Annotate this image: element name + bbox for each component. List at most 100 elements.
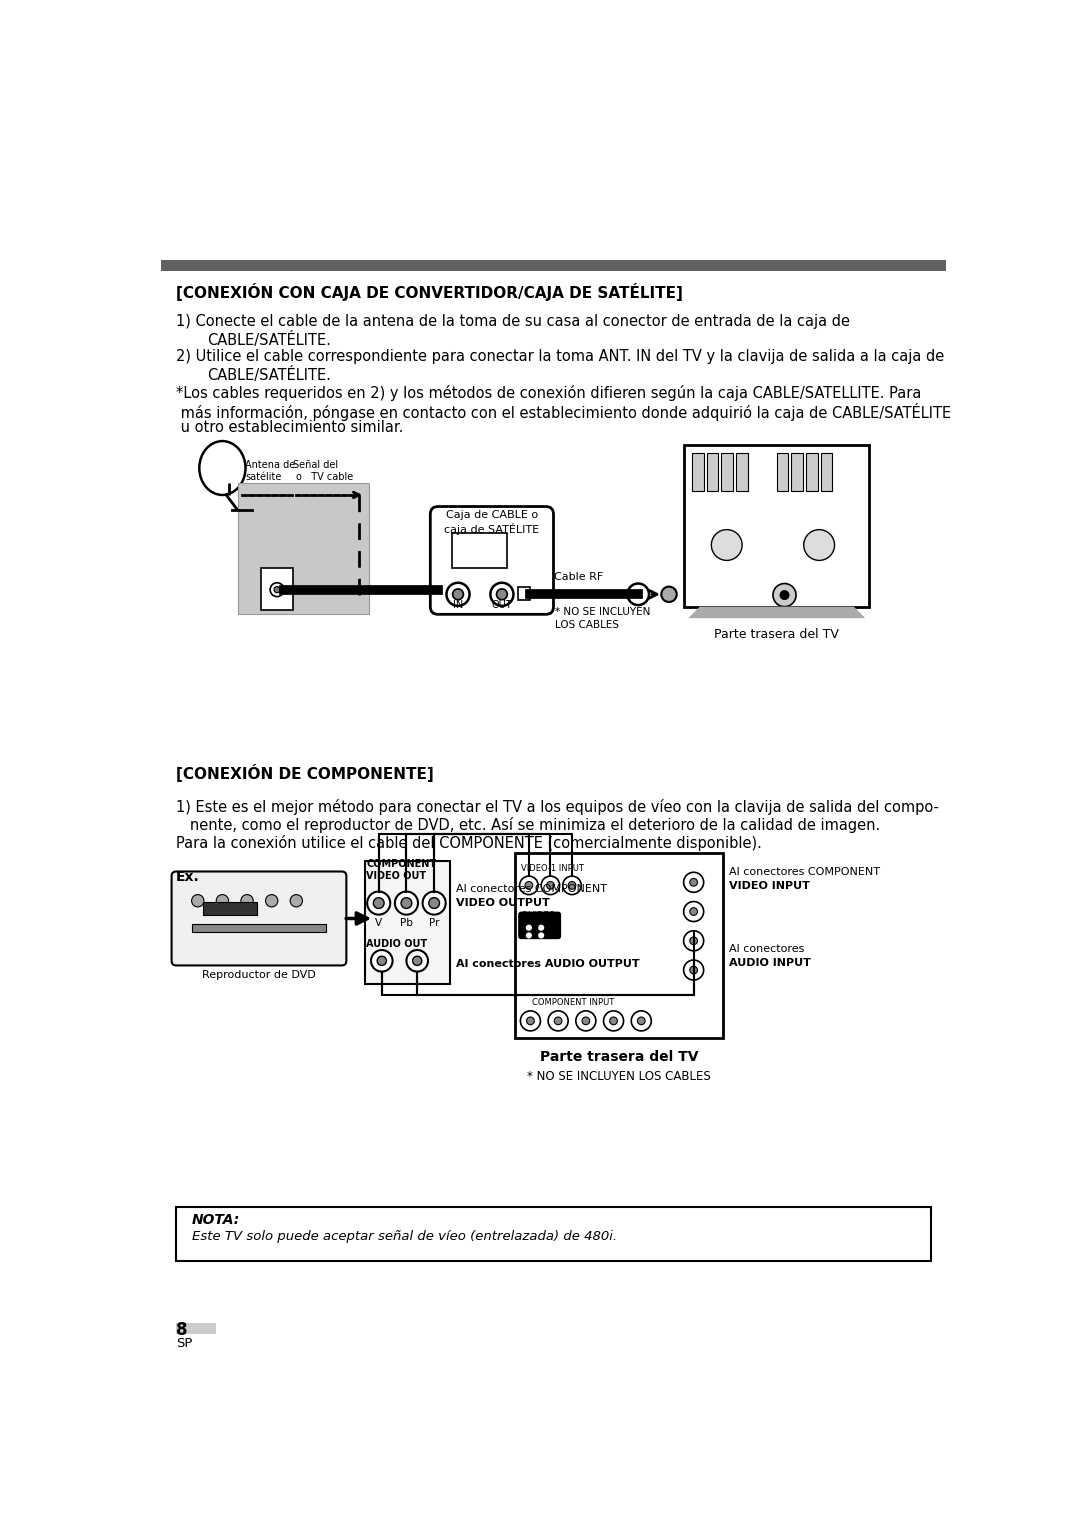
Circle shape: [270, 583, 284, 597]
FancyBboxPatch shape: [172, 871, 347, 966]
Circle shape: [690, 908, 698, 916]
Bar: [735, 453, 747, 491]
Text: VIDEO OUTPUT: VIDEO OUTPUT: [456, 897, 550, 908]
Circle shape: [684, 873, 704, 893]
Bar: [191, 923, 326, 931]
Circle shape: [541, 876, 559, 894]
Circle shape: [712, 530, 742, 560]
Circle shape: [549, 1010, 568, 1032]
Circle shape: [690, 937, 698, 945]
Circle shape: [367, 891, 390, 914]
Ellipse shape: [200, 441, 245, 494]
Bar: [161, 259, 946, 272]
Bar: [792, 453, 802, 491]
Text: CABLE/SATÉLITE.: CABLE/SATÉLITE.: [207, 368, 330, 383]
Text: u otro establecimiento similar.: u otro establecimiento similar.: [176, 420, 404, 435]
Bar: [451, 533, 508, 568]
Circle shape: [684, 931, 704, 951]
Circle shape: [406, 951, 428, 972]
Text: nente, como el reproductor de DVD, etc. Así se minimiza el deterioro de la calid: nente, como el reproductor de DVD, etc. …: [176, 816, 880, 833]
Circle shape: [538, 925, 544, 931]
Text: más información, póngase en contacto con el establecimiento donde adquirió la ca: más información, póngase en contacto con…: [176, 403, 951, 421]
Circle shape: [374, 897, 384, 908]
Circle shape: [582, 1016, 590, 1025]
Circle shape: [773, 583, 796, 607]
Circle shape: [526, 932, 532, 938]
Bar: [515, 853, 723, 1038]
Text: AUDIO INPUT: AUDIO INPUT: [729, 958, 811, 967]
Circle shape: [637, 1016, 645, 1025]
Text: Cable RF: Cable RF: [554, 572, 603, 581]
Text: * NO SE INCLUYEN: * NO SE INCLUYEN: [555, 607, 650, 617]
FancyBboxPatch shape: [430, 507, 554, 615]
Text: NOTA:: NOTA:: [191, 1213, 240, 1227]
Bar: [518, 588, 529, 600]
Bar: [176, 1207, 931, 1260]
Circle shape: [291, 894, 302, 906]
Circle shape: [684, 902, 704, 922]
Text: Reproductor de DVD: Reproductor de DVD: [202, 971, 315, 980]
Text: [CONEXIÓN DE COMPONENTE]: [CONEXIÓN DE COMPONENTE]: [176, 765, 434, 783]
Text: Este TV solo puede aceptar señal de víeo (entrelazada) de 480i.: Este TV solo puede aceptar señal de víeo…: [191, 1230, 617, 1244]
Text: Parte trasera del TV: Parte trasera del TV: [540, 1050, 698, 1064]
Text: Al conectores: Al conectores: [729, 945, 805, 954]
Text: 2) Utilice el cable correspondiente para conectar la toma ANT. IN del TV y la cl: 2) Utilice el cable correspondiente para…: [176, 349, 944, 365]
Text: Ex.: Ex.: [176, 870, 200, 884]
Circle shape: [241, 894, 253, 906]
Text: VIDEO INPUT: VIDEO INPUT: [729, 881, 810, 891]
Circle shape: [422, 891, 446, 914]
Circle shape: [266, 894, 278, 906]
Bar: [238, 484, 368, 615]
Bar: [692, 453, 704, 491]
Text: Al conectores COMPONENT: Al conectores COMPONENT: [456, 884, 607, 894]
Circle shape: [538, 932, 544, 938]
Text: caja de SATÉLITE: caja de SATÉLITE: [444, 523, 540, 536]
Circle shape: [372, 951, 392, 972]
Circle shape: [191, 894, 204, 906]
Circle shape: [568, 882, 576, 890]
Bar: [203, 902, 257, 914]
Bar: [176, 1323, 216, 1334]
Text: 8: 8: [176, 1322, 188, 1340]
Bar: [721, 453, 733, 491]
Text: Al conectores AUDIO OUTPUT: Al conectores AUDIO OUTPUT: [456, 960, 639, 969]
Circle shape: [690, 966, 698, 974]
Circle shape: [684, 960, 704, 980]
Text: Señal del: Señal del: [294, 461, 338, 470]
Circle shape: [604, 1010, 623, 1032]
Bar: [365, 861, 449, 984]
Circle shape: [519, 876, 538, 894]
Bar: [706, 453, 718, 491]
Bar: [685, 446, 869, 607]
Text: SP: SP: [176, 1337, 192, 1349]
Circle shape: [627, 583, 649, 606]
Circle shape: [804, 530, 835, 560]
Text: OUT: OUT: [491, 600, 512, 610]
Circle shape: [690, 879, 698, 887]
Text: Antena de: Antena de: [245, 461, 296, 470]
Text: [CONEXIÓN CON CAJA DE CONVERTIDOR/CAJA DE SATÉLITE]: [CONEXIÓN CON CAJA DE CONVERTIDOR/CAJA D…: [176, 284, 683, 301]
Text: Para la conexión utilice el cable del COMPONENTE (comercialmente disponible).: Para la conexión utilice el cable del CO…: [176, 835, 762, 850]
Text: o   TV cable: o TV cable: [296, 472, 353, 482]
Circle shape: [610, 1016, 618, 1025]
Circle shape: [413, 957, 422, 966]
Text: * NO SE INCLUYEN LOS CABLES: * NO SE INCLUYEN LOS CABLES: [527, 1070, 711, 1083]
Circle shape: [216, 894, 229, 906]
Circle shape: [526, 925, 532, 931]
Circle shape: [661, 586, 677, 601]
Text: LOS CABLES: LOS CABLES: [555, 621, 619, 630]
Bar: [261, 568, 294, 610]
Text: Pr: Pr: [429, 917, 440, 928]
Circle shape: [780, 591, 789, 600]
Polygon shape: [688, 607, 865, 618]
Text: VIDEO-1 INPUT: VIDEO-1 INPUT: [522, 864, 584, 873]
Text: COMPONENT INPUT: COMPONENT INPUT: [532, 998, 615, 1007]
Circle shape: [395, 891, 418, 914]
Circle shape: [429, 897, 440, 908]
Circle shape: [563, 876, 581, 894]
Circle shape: [377, 957, 387, 966]
Text: 1) Este es el mejor método para conectar el TV a los equipos de víeo con la clav: 1) Este es el mejor método para conectar…: [176, 800, 940, 815]
Circle shape: [632, 1010, 651, 1032]
Bar: [806, 453, 818, 491]
Text: 1) Conecte el cable de la antena de la toma de su casa al conector de entrada de: 1) Conecte el cable de la antena de la t…: [176, 314, 850, 330]
